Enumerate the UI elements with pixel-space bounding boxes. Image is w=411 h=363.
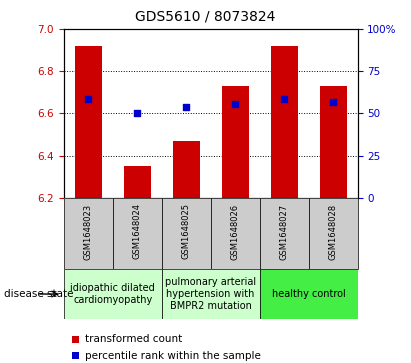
- Bar: [320, 86, 346, 198]
- Text: idiopathic dilated
cardiomyopathy: idiopathic dilated cardiomyopathy: [70, 283, 155, 305]
- Text: transformed count: transformed count: [85, 334, 183, 344]
- Point: [232, 101, 238, 107]
- Bar: [270, 46, 298, 198]
- Bar: [72, 336, 79, 343]
- Bar: [260, 198, 309, 269]
- Text: healthy control: healthy control: [272, 289, 346, 299]
- Bar: [162, 269, 260, 319]
- Bar: [211, 198, 260, 269]
- Text: disease state: disease state: [4, 289, 74, 299]
- Point: [330, 99, 336, 105]
- Point: [134, 110, 141, 116]
- Bar: [72, 352, 79, 359]
- Text: GSM1648024: GSM1648024: [133, 204, 142, 260]
- Point: [281, 96, 287, 102]
- Point: [85, 96, 92, 102]
- Text: GSM1648023: GSM1648023: [84, 204, 93, 260]
- Text: GSM1648027: GSM1648027: [279, 204, 289, 260]
- Text: percentile rank within the sample: percentile rank within the sample: [85, 351, 261, 361]
- Bar: [113, 198, 162, 269]
- Bar: [75, 46, 102, 198]
- Bar: [64, 198, 113, 269]
- Text: GSM1648025: GSM1648025: [182, 204, 191, 260]
- Point: [183, 104, 189, 110]
- Text: pulmonary arterial
hypertension with
BMPR2 mutation: pulmonary arterial hypertension with BMP…: [165, 277, 256, 311]
- Bar: [222, 86, 249, 198]
- Bar: [162, 198, 211, 269]
- Text: GDS5610 / 8073824: GDS5610 / 8073824: [135, 9, 276, 23]
- Text: GSM1648026: GSM1648026: [231, 204, 240, 260]
- Bar: [64, 269, 162, 319]
- Bar: [173, 141, 200, 198]
- Bar: [309, 198, 358, 269]
- Bar: [124, 166, 151, 198]
- Text: GSM1648028: GSM1648028: [328, 204, 337, 260]
- Bar: [260, 269, 358, 319]
